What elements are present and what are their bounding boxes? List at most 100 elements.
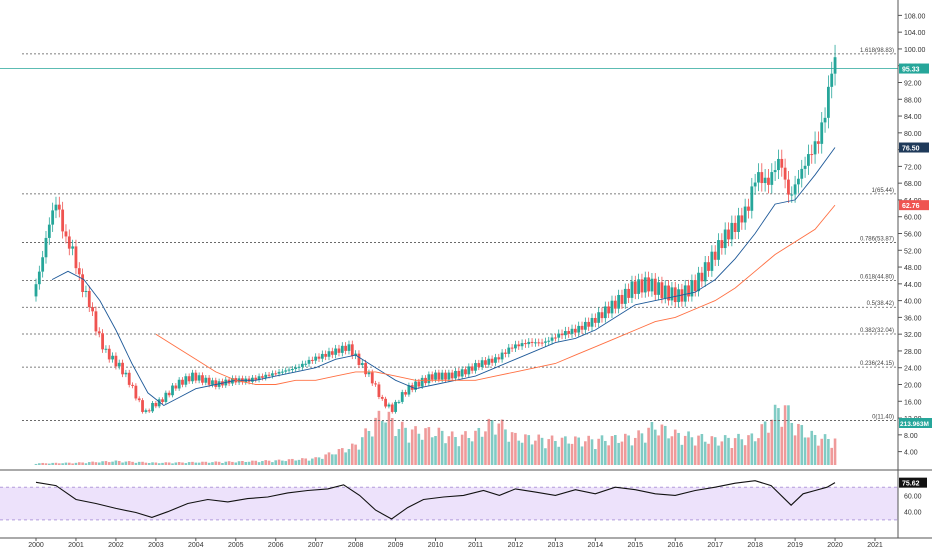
candle-body (300, 363, 304, 367)
candle-body (151, 402, 154, 412)
candle-body (770, 172, 774, 185)
candle-body (347, 344, 351, 351)
candle-body (41, 257, 45, 272)
volume-bar (777, 408, 780, 465)
volume-bar (410, 429, 414, 465)
volume-bar (527, 435, 531, 465)
candle-body (61, 209, 65, 232)
volume-bar (247, 461, 251, 465)
volume-bar (627, 435, 630, 465)
candle-body (657, 282, 660, 295)
candle-body (290, 369, 294, 371)
volume-bar (104, 461, 108, 465)
price-tick-label: 28.00 (904, 349, 922, 356)
price-tick-label: 88.00 (904, 97, 922, 104)
candle-body (394, 401, 397, 412)
candle-body (127, 372, 131, 385)
volume-bar (447, 436, 451, 465)
candle-body (201, 375, 204, 383)
volume-bar (427, 427, 431, 465)
volume-bar (420, 439, 424, 465)
volume-bar (157, 463, 161, 465)
candle-body (470, 366, 474, 371)
volume-bar (430, 437, 434, 465)
volume-bar (780, 426, 784, 465)
candle-body (773, 170, 777, 173)
candle-body (357, 353, 361, 365)
candle-body (204, 377, 208, 383)
candle-body (167, 392, 171, 396)
candle-body (750, 186, 754, 211)
candle-body (477, 363, 481, 368)
candle-body (510, 347, 514, 349)
volume-bar (377, 410, 381, 465)
volume-bar (740, 439, 744, 465)
volume-bar (281, 460, 284, 465)
volume-bar (51, 462, 54, 465)
candle-body (504, 352, 507, 354)
candle-body (497, 357, 501, 360)
sma-fast-line (51, 147, 836, 407)
volume-bar (460, 434, 464, 465)
candle-body (317, 356, 321, 359)
volume-bar (710, 436, 714, 465)
price-value-label: 95.33 (902, 67, 920, 74)
volume-bar (111, 461, 114, 465)
candle-body (823, 117, 827, 123)
volume-bar (653, 429, 657, 465)
volume-bar (384, 422, 387, 465)
candle-body (427, 374, 431, 384)
volume-bar (727, 437, 730, 465)
candle-body (740, 215, 744, 223)
candle-body (157, 399, 161, 407)
volume-bar (244, 461, 248, 465)
volume-bar (234, 462, 238, 465)
candle-body (437, 372, 441, 380)
volume-bar (77, 462, 81, 465)
candle-body (613, 300, 617, 309)
candle-body (757, 172, 760, 183)
volume-bar (357, 449, 361, 465)
volume-bar (454, 437, 457, 465)
volume-bar (537, 434, 541, 465)
volume-bar (394, 436, 397, 465)
volume-bar (364, 428, 367, 465)
time-tick-label: 2002 (108, 542, 124, 549)
candle-body (390, 404, 394, 412)
volume-bar (470, 441, 474, 465)
volume-bar (597, 438, 600, 465)
candle-body (637, 279, 641, 294)
volume-bar (590, 439, 594, 465)
volume-bar (277, 459, 281, 465)
volume-bar (753, 441, 757, 465)
volume-bar (557, 446, 561, 465)
volume-bar (663, 425, 667, 465)
volume-bar (617, 442, 620, 465)
volume-bar (264, 460, 268, 465)
fib-level-label: 0.5(38.42) (867, 301, 894, 307)
volume-bar (271, 462, 274, 465)
candle-body (563, 331, 567, 336)
candle-body (211, 380, 214, 385)
price-tick-label: 24.00 (904, 366, 922, 373)
volume-bar (167, 462, 171, 465)
volume-bar (534, 440, 537, 465)
candle-body (720, 240, 724, 249)
candle-body (397, 401, 401, 403)
candle-body (683, 285, 687, 302)
volume-bar (813, 434, 817, 465)
candle-body (404, 392, 407, 395)
candle-body (320, 353, 324, 359)
volume-bar (757, 438, 760, 465)
fib-level-label: 1.618(98.83) (860, 48, 894, 54)
volume-bar (490, 420, 494, 465)
volume-bar (387, 411, 391, 465)
price-value-tag (899, 63, 929, 74)
fib-level-label: 0.236(24.15) (860, 361, 894, 367)
candle-body (733, 222, 737, 232)
price-tick-label: 16.00 (904, 399, 922, 406)
volume-bar (237, 461, 241, 465)
